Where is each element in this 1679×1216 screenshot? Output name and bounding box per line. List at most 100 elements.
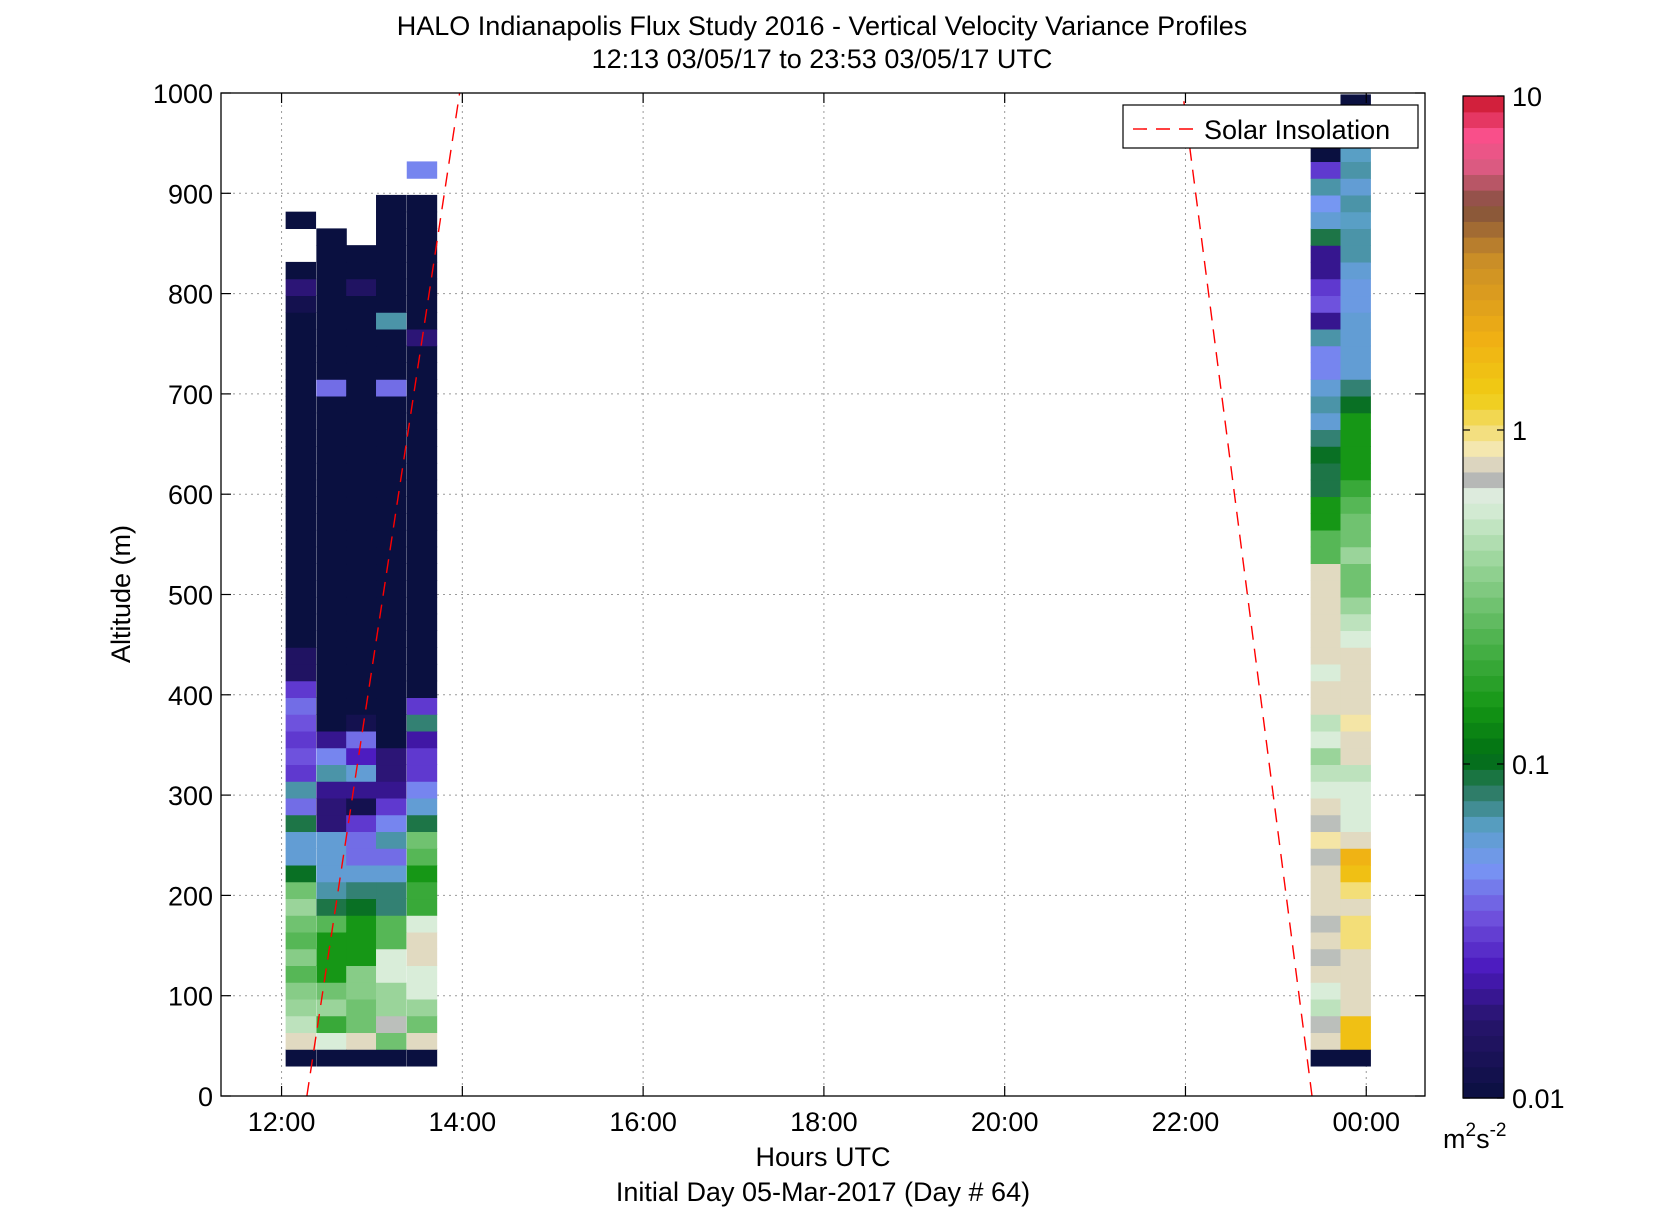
colorbar-strip (1463, 205, 1504, 222)
variance-cell (376, 596, 407, 615)
colorbar-strip (1463, 1082, 1504, 1099)
variance-cell (285, 479, 317, 498)
colorbar-strip (1463, 299, 1504, 316)
variance-cell (376, 362, 407, 380)
variance-cell (1340, 630, 1371, 648)
variance-cell (346, 881, 377, 900)
variance-cell (376, 261, 407, 280)
variance-cell (285, 814, 317, 833)
y-tick-label: 600 (168, 480, 213, 510)
variance-cell (1310, 379, 1342, 397)
x-tick-label: 00:00 (1332, 1107, 1400, 1137)
colorbar-strip (1463, 643, 1504, 661)
variance-cell (285, 312, 317, 330)
variance-cell (1310, 1049, 1342, 1067)
variance-cell (1310, 144, 1342, 163)
colorbar-strip (1463, 972, 1504, 990)
variance-cell (1340, 931, 1371, 950)
variance-cell (1310, 529, 1342, 548)
variance-cell (406, 764, 438, 782)
variance-cell (285, 345, 317, 364)
variance-cell (1340, 864, 1371, 883)
variance-cell (346, 513, 377, 531)
variance-cell (316, 496, 347, 514)
colorbar-strip (1463, 111, 1504, 129)
colorbar-strip (1463, 377, 1504, 395)
variance-cell (1310, 898, 1342, 916)
variance-cell (346, 848, 377, 866)
colorbar-unit-sup2: -2 (1490, 1120, 1507, 1141)
variance-cell (376, 429, 407, 447)
variance-cell (376, 245, 407, 263)
variance-cell (376, 915, 407, 933)
variance-cell (316, 647, 347, 665)
variance-cell (346, 261, 377, 280)
variance-cell (346, 546, 377, 565)
variance-cell (285, 697, 317, 715)
variance-cell (406, 864, 438, 883)
variance-cell (1340, 1049, 1371, 1067)
variance-cell (316, 898, 347, 916)
chart-title: HALO Indianapolis Flux Study 2016 - Vert… (397, 11, 1247, 41)
variance-cell (1310, 446, 1342, 464)
colorbar-strip (1463, 910, 1504, 927)
colorbar-strip (1463, 612, 1504, 630)
variance-cell (406, 379, 438, 397)
variance-cell (406, 245, 438, 263)
variance-cell (346, 379, 377, 397)
variance-cell (1310, 261, 1342, 280)
variance-cell (1310, 864, 1342, 883)
variance-cell (1340, 546, 1371, 565)
colorbar-strip (1463, 158, 1504, 175)
colorbar-strip (1463, 659, 1504, 676)
variance-cell (1340, 663, 1371, 682)
variance-cell (316, 529, 347, 548)
colorbar-strip (1463, 236, 1504, 254)
variance-cell (376, 446, 407, 464)
variance-cell (1310, 245, 1342, 263)
colorbar-unit: m2s-2 (1443, 1120, 1506, 1154)
variance-cell (316, 1049, 347, 1067)
colorbar-strip (1463, 189, 1504, 207)
variance-cell (406, 982, 438, 1000)
variance-cell (406, 345, 438, 364)
variance-cell (285, 513, 317, 531)
variance-cell (1340, 496, 1371, 514)
variance-cell (346, 1049, 377, 1067)
variance-cell (376, 948, 407, 967)
variance-cell (376, 328, 407, 347)
variance-cell (285, 864, 317, 883)
variance-cell (376, 613, 407, 632)
variance-cell (316, 278, 347, 297)
variance-cell (285, 948, 317, 967)
colorbar-strip (1463, 847, 1504, 864)
variance-cell (406, 797, 438, 816)
x-tick-labels: 12:00 14:00 16:00 18:00 20:00 22:00 00:00 (248, 1107, 1400, 1137)
variance-cell (346, 747, 377, 766)
variance-cell (1340, 245, 1371, 263)
legend-label-solar: Solar Insolation (1204, 115, 1390, 145)
colorbar-strip (1463, 174, 1504, 191)
variance-cell (406, 412, 438, 431)
variance-cell (1310, 228, 1342, 246)
colorbar-strip (1463, 346, 1504, 363)
variance-cell (316, 630, 347, 648)
colorbar-strip (1463, 456, 1504, 473)
variance-cell (376, 479, 407, 498)
variance-cell (376, 228, 407, 246)
variance-cell (1340, 395, 1371, 414)
variance-cell (1340, 563, 1371, 581)
variance-cell (316, 513, 347, 531)
variance-cell (406, 395, 438, 414)
colorbar-strip (1463, 487, 1504, 504)
variance-cell (1310, 580, 1342, 598)
colorbar-strip (1463, 706, 1504, 723)
variance-cell (376, 663, 407, 682)
variance-cell (285, 462, 317, 481)
variance-cell (346, 328, 377, 347)
colorbar-strip (1463, 1019, 1504, 1037)
chart-subtitle: 12:13 03/05/17 to 23:53 03/05/17 UTC (592, 44, 1053, 74)
colorbar-strip (1463, 863, 1504, 880)
variance-cell (285, 412, 317, 431)
variance-cell (346, 278, 377, 297)
